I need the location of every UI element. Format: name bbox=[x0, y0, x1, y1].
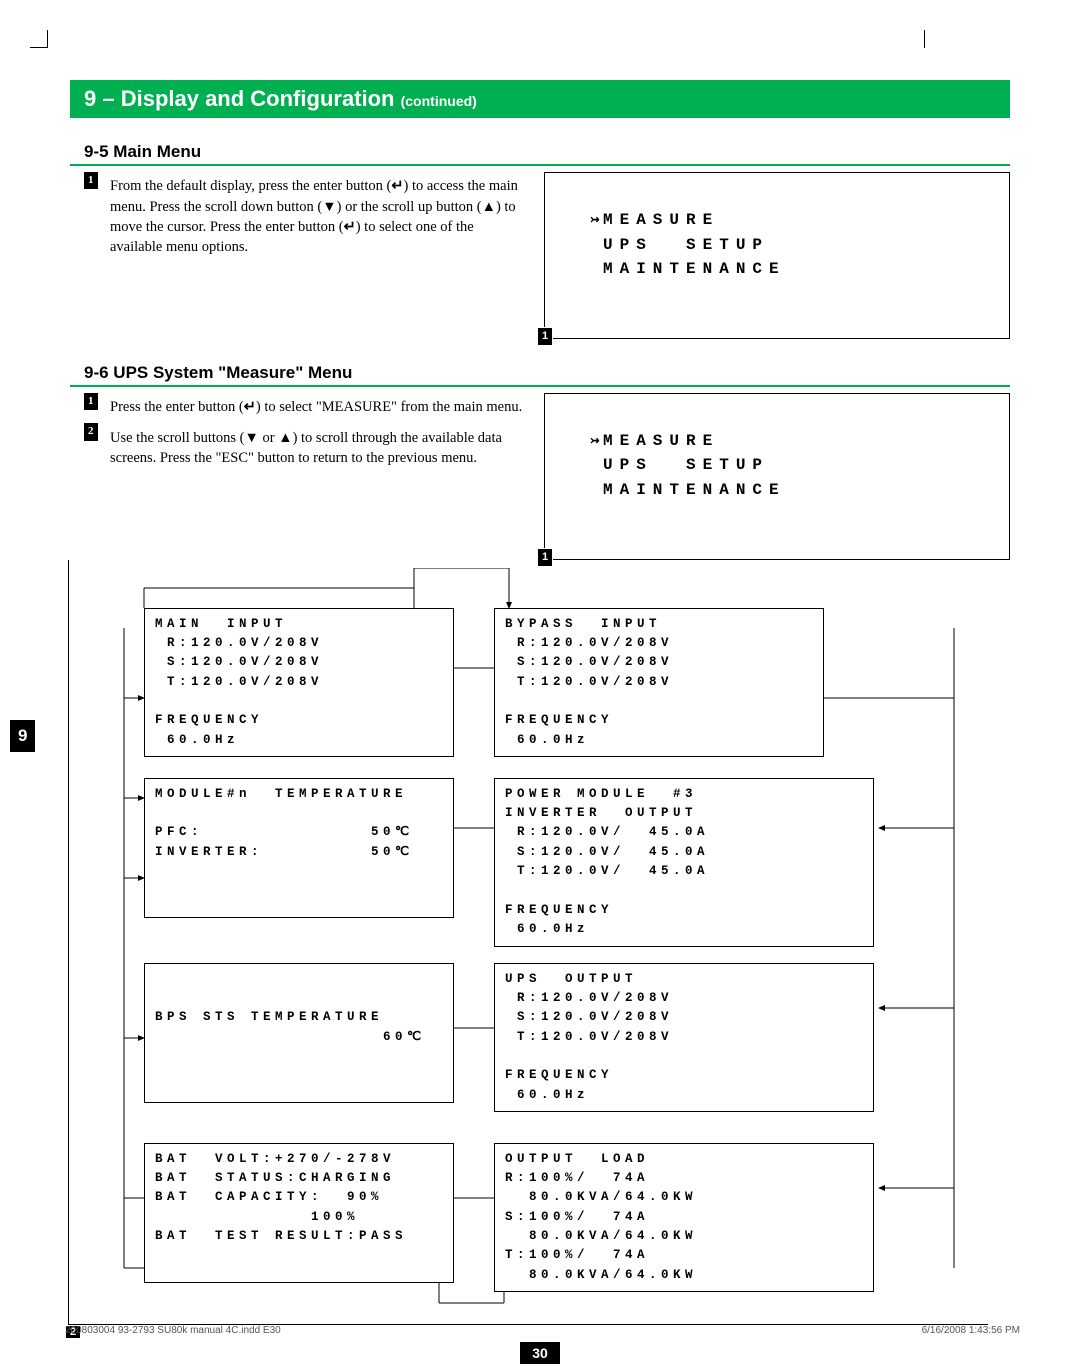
lcd-panel: ↣MEASURE UPS SETUP MAINTENANCE 1 bbox=[544, 172, 1010, 339]
screen-bps-sts: BPS STS TEMPERATURE 60℃ bbox=[144, 963, 454, 1103]
lcd-line: MAINTENANCE bbox=[603, 481, 786, 499]
measure-flow-diagram: 2 bbox=[84, 568, 1010, 1328]
side-page-number: 9 bbox=[10, 720, 35, 752]
section-number: 9 – bbox=[84, 86, 121, 111]
footer-filename: 200803004 93-2793 SU80k manual 4C.indd E… bbox=[65, 1325, 281, 1336]
screen-ups-output: UPS OUTPUT R:120.0V/208V S:120.0V/208V T… bbox=[494, 963, 874, 1113]
screen-module-temp: MODULE#n TEMPERATURE PFC: 50℃ INVERTER: … bbox=[144, 778, 454, 918]
lcd-line: MEASURE bbox=[603, 211, 719, 229]
cursor-icon: ↣ bbox=[590, 208, 607, 233]
screen-bypass-input: BYPASS INPUT R:120.0V/208V S:120.0V/208V… bbox=[494, 608, 824, 758]
crop-mark bbox=[30, 30, 48, 48]
instruction-step: 1 Press the enter button (↵) to select "… bbox=[84, 393, 524, 418]
crop-mark bbox=[924, 30, 925, 48]
lcd-line: MEASURE bbox=[603, 432, 719, 450]
screen-output-load: OUTPUT LOAD R:100%/ 74A 80.0KVA/64.0KW S… bbox=[494, 1143, 874, 1293]
cursor-icon: ↣ bbox=[590, 429, 607, 454]
footer-timestamp: 6/16/2008 1:43:56 PM bbox=[922, 1325, 1020, 1336]
step-badge: 1 bbox=[84, 393, 98, 410]
subsection-heading: 9-5 Main Menu bbox=[70, 136, 1010, 166]
lcd-line: UPS SETUP bbox=[603, 236, 769, 254]
lcd-line: MAINTENANCE bbox=[603, 260, 786, 278]
instruction-step: 1 From the default display, press the en… bbox=[84, 172, 524, 257]
instruction-step: 2 Use the scroll buttons (▼ or ▲) to scr… bbox=[84, 423, 524, 468]
callout-badge: 1 bbox=[537, 327, 553, 346]
page-number: 30 bbox=[520, 1342, 560, 1364]
lcd-panel: ↣MEASURE UPS SETUP MAINTENANCE 1 bbox=[544, 393, 1010, 560]
continued-label: (continued) bbox=[401, 93, 477, 109]
section-title: Display and Configuration bbox=[121, 86, 401, 111]
step-badge: 2 bbox=[84, 423, 98, 440]
lcd-line: UPS SETUP bbox=[603, 456, 769, 474]
screen-bat: BAT VOLT:+270/-278V BAT STATUS:CHARGING … bbox=[144, 1143, 454, 1283]
screen-main-input: MAIN INPUT R:120.0V/208V S:120.0V/208V T… bbox=[144, 608, 454, 758]
screen-power-module: POWER MODULE #3 INVERTER OUTPUT R:120.0V… bbox=[494, 778, 874, 947]
subsection-heading: 9-6 UPS System "Measure" Menu bbox=[70, 357, 1010, 387]
step-badge: 1 bbox=[84, 172, 98, 189]
section-header: 9 – Display and Configuration (continued… bbox=[70, 80, 1010, 118]
